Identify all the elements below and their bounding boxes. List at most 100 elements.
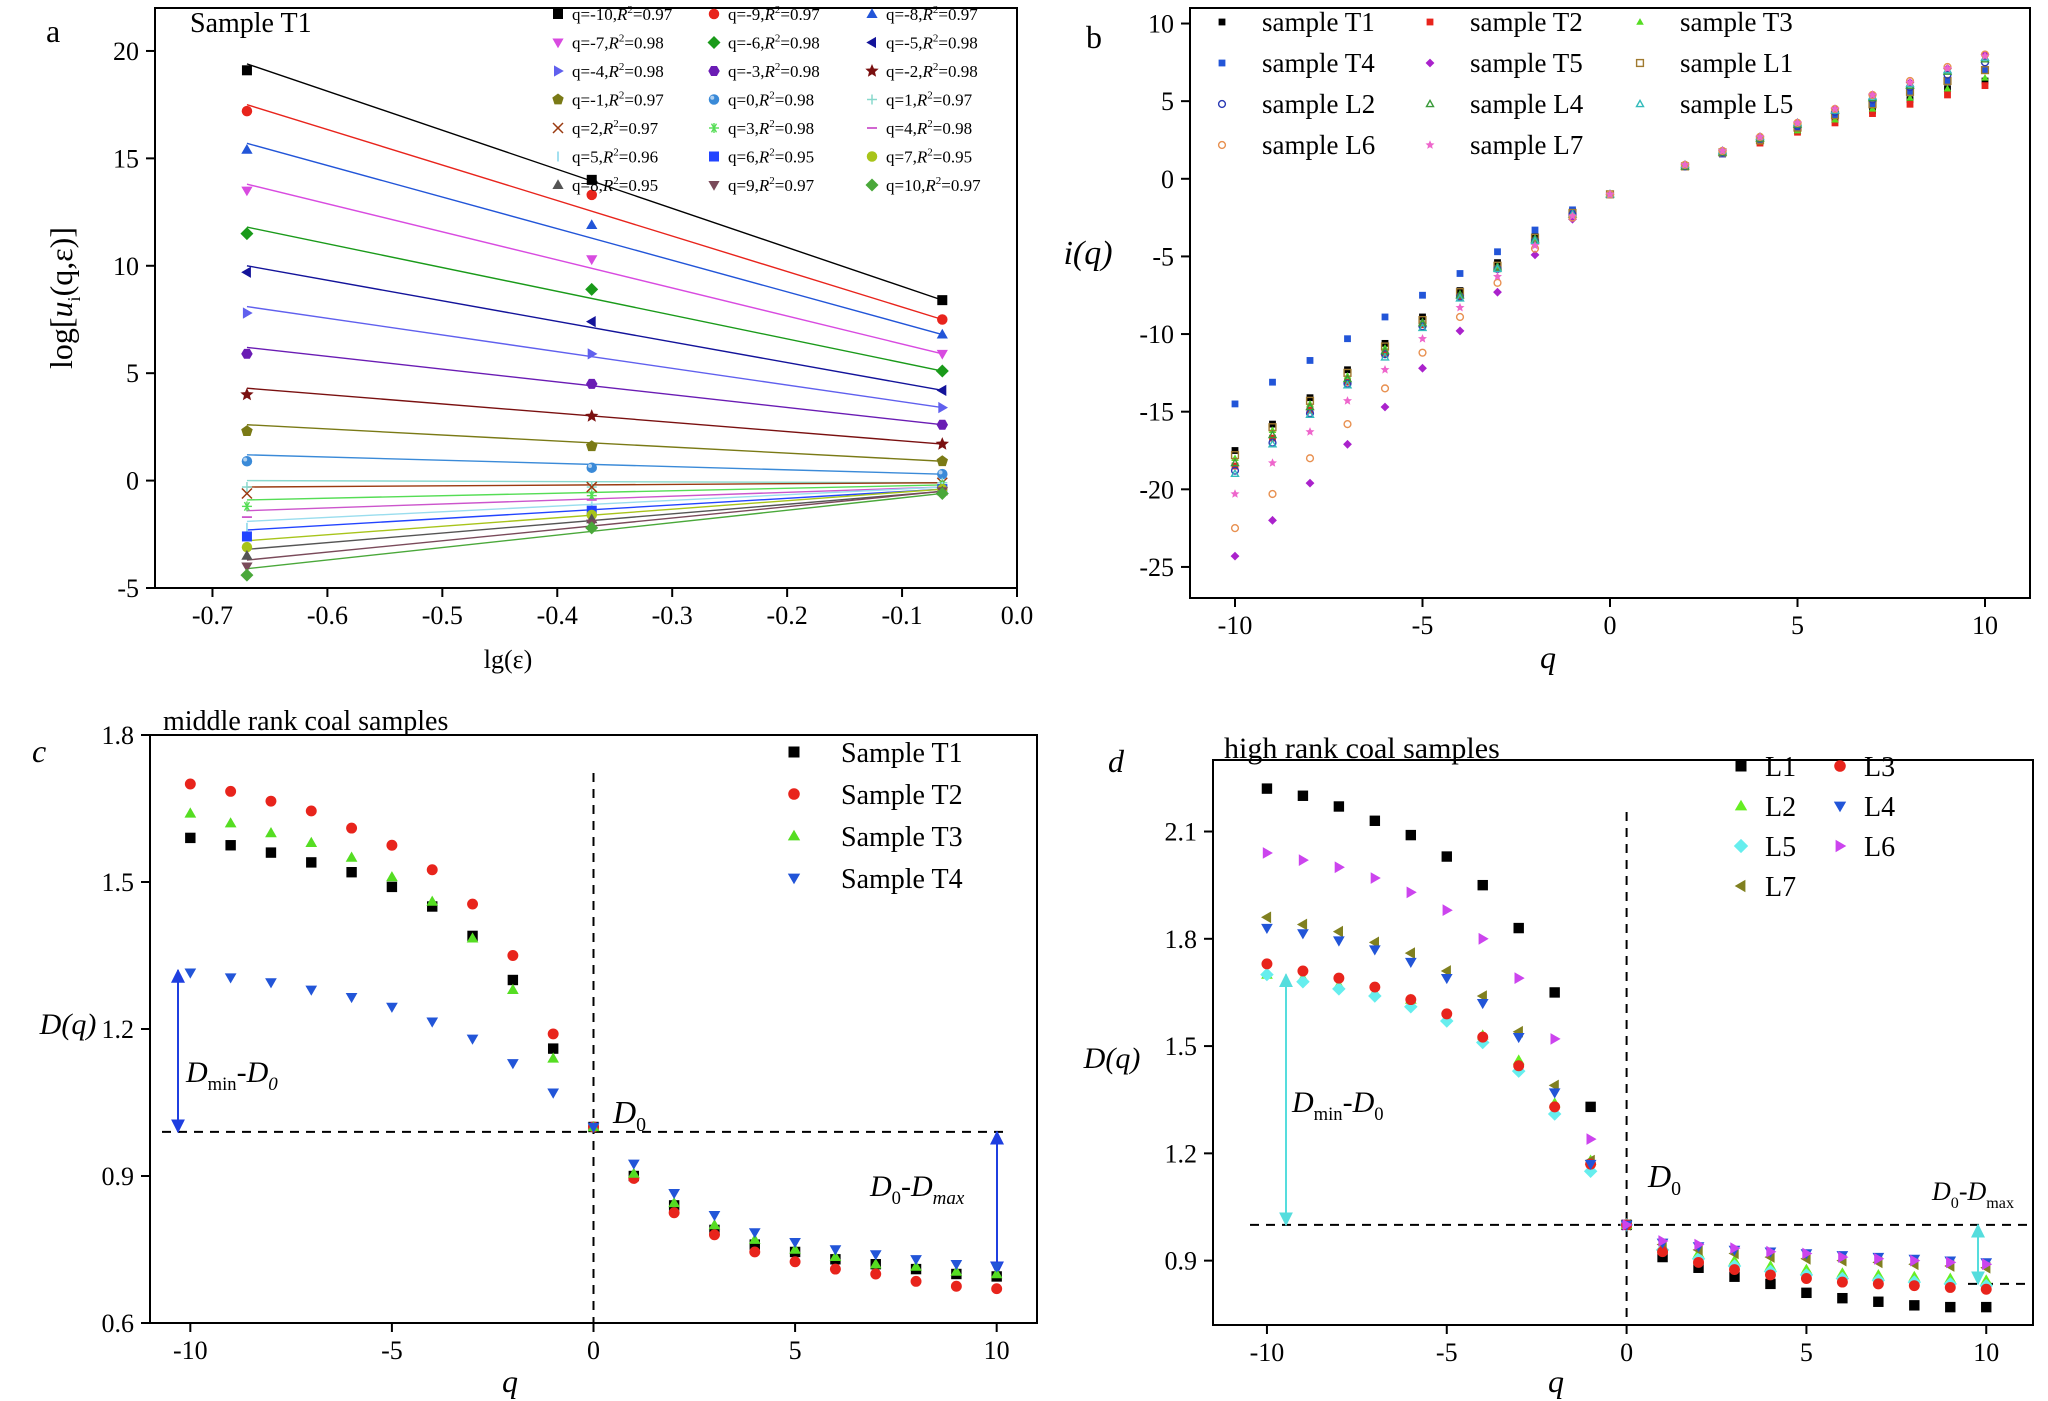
data-point <box>938 401 948 414</box>
data-point <box>1370 872 1381 884</box>
data-point <box>1605 189 1615 199</box>
panel-a-points <box>240 65 949 582</box>
data-point <box>1513 922 1524 934</box>
legend-label: sample L5 <box>1680 89 1793 119</box>
data-point <box>346 822 358 834</box>
data-point <box>224 817 237 828</box>
data-point <box>1441 851 1452 862</box>
x-tick-label: -0.3 <box>652 601 693 630</box>
legend-item: q=4,R2=0.98 <box>867 118 972 138</box>
panel-a-x-label: lg(ε) <box>484 645 532 674</box>
legend-label: q=-7,R2=0.98 <box>572 33 664 53</box>
legend-marker <box>1425 98 1435 108</box>
y-tick-label: 5 <box>126 359 139 388</box>
data-point <box>1369 981 1381 993</box>
data-point <box>547 1088 559 1099</box>
legend-marker <box>708 8 720 20</box>
data-point <box>426 864 438 876</box>
x-tick-label: 10 <box>984 1336 1010 1365</box>
panel-a-letter: a <box>46 13 60 49</box>
data-point <box>1513 1060 1525 1072</box>
data-point <box>1231 400 1239 408</box>
data-point <box>1568 214 1577 224</box>
legend-item: q=-6,R2=0.98 <box>707 33 820 53</box>
legend-marker <box>866 36 876 49</box>
y-tick-label: 2.1 <box>1165 818 1198 847</box>
data-point <box>1906 88 1914 96</box>
legend-item: sample T4 <box>1218 48 1375 78</box>
legend-label: q=9,R2=0.97 <box>728 175 815 195</box>
data-point <box>1836 1276 1848 1288</box>
data-point <box>1380 365 1390 374</box>
data-point <box>1873 1296 1884 1307</box>
data-point <box>1296 918 1308 931</box>
panel-d-legend: L1 L2 L5 L7 L3 L4 L6 <box>1733 752 1895 903</box>
legend-marker <box>788 788 800 800</box>
legend-marker <box>553 9 563 19</box>
legend-item: sample T5 <box>1425 48 1583 78</box>
data-point <box>1869 100 1876 108</box>
data-point <box>1657 1246 1669 1258</box>
data-point <box>586 440 598 452</box>
data-point <box>1981 77 1989 85</box>
legend-marker <box>1425 58 1435 68</box>
panel-d-y-axis: 0.9 1.2 1.5 1.8 2.1 <box>1165 818 1213 1276</box>
data-point <box>1493 278 1502 287</box>
y-tick-label: 0 <box>126 467 139 496</box>
data-point <box>1305 402 1315 411</box>
data-point <box>585 409 599 422</box>
data-point <box>241 482 252 493</box>
legend-label: q=-3,R2=0.98 <box>728 61 820 81</box>
data-point <box>1908 1280 1920 1292</box>
legend-item: q=-5,R2=0.98 <box>866 33 978 53</box>
data-point <box>426 1017 439 1028</box>
x-tick-label: -10 <box>1250 1338 1285 1367</box>
data-point <box>1406 886 1417 899</box>
series-q-1-r-0-97 <box>241 425 948 467</box>
legend-item: q=-2,R2=0.98 <box>865 61 978 81</box>
panel-b: b -10 -5 0 5 10 -25 -20 -15 -10 -5 0 5 10 q i(q) sa… <box>1063 7 2031 675</box>
data-point <box>1343 396 1352 405</box>
legend-marker <box>787 829 801 841</box>
data-point <box>870 1268 882 1280</box>
panel-b-legend: sample T1 sample T2 sample T3 sample T4 samp… <box>1217 7 1793 160</box>
data-point <box>386 839 398 851</box>
data-point <box>585 521 599 535</box>
legend-marker <box>709 151 719 162</box>
data-point <box>1440 965 1451 977</box>
data-point <box>1945 1301 1956 1313</box>
data-point <box>1456 293 1464 301</box>
data-point <box>937 468 948 480</box>
legend-item: q=7,R2=0.95 <box>866 147 972 167</box>
data-point <box>224 973 237 984</box>
legend-item: Sample T3 <box>787 822 963 853</box>
legend-item: q=-10,R2=0.97 <box>553 4 673 24</box>
data-point <box>990 1268 1003 1279</box>
legend-marker <box>1635 98 1645 108</box>
data-point <box>936 349 948 360</box>
x-tick-label: -10 <box>1218 611 1253 640</box>
data-point <box>1493 287 1502 297</box>
data-point <box>1718 146 1727 155</box>
data-point <box>185 832 196 844</box>
data-point <box>1943 63 1952 73</box>
legend-item: q=0,R2=0.98 <box>708 90 814 110</box>
legend-item: L2 <box>1734 792 1796 823</box>
data-point <box>345 851 358 862</box>
data-point <box>1906 94 1914 101</box>
legend-item: L1 <box>1735 752 1796 783</box>
x-tick-label: 5 <box>1791 611 1804 640</box>
data-point <box>936 419 948 430</box>
panel-a-x-axis: -0.7 -0.6 -0.5 -0.4 -0.3 -0.2 -0.1 0.0 <box>192 588 1033 630</box>
data-point <box>241 144 253 154</box>
y-tick-label: -15 <box>1139 398 1174 427</box>
data-point <box>1980 1283 1992 1295</box>
data-point <box>1905 77 1915 87</box>
data-point <box>829 1245 842 1256</box>
legend-item: q=3,R2=0.98 <box>709 118 814 138</box>
legend-item: sample T3 <box>1636 7 1793 37</box>
series-l1 <box>1261 783 1992 1313</box>
data-point <box>1305 454 1315 463</box>
series-q-7-r-0-98 <box>241 186 948 360</box>
series-sample-t2 <box>184 778 1003 1295</box>
